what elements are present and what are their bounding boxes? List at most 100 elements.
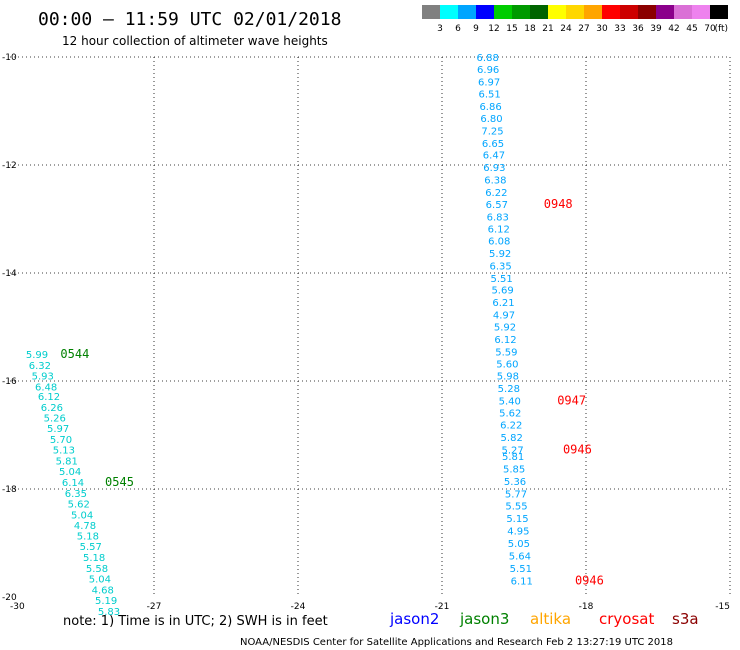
wave-height-point: 4.68 bbox=[92, 585, 114, 596]
wave-height-point: 5.83 bbox=[98, 607, 120, 618]
color-scale-label: 21 bbox=[542, 24, 553, 34]
wave-height-point: 6.83 bbox=[487, 212, 509, 223]
wave-height-point: 6.93 bbox=[483, 163, 505, 174]
color-swatch bbox=[530, 5, 548, 19]
wave-height-point: 5.28 bbox=[498, 384, 520, 395]
wave-height-point: 6.22 bbox=[485, 188, 507, 199]
color-scale-label: 18 bbox=[524, 24, 536, 34]
wave-height-point: 5.40 bbox=[499, 396, 521, 407]
wave-height-point: 5.04 bbox=[71, 510, 93, 521]
color-swatch bbox=[566, 5, 584, 19]
color-swatch bbox=[710, 5, 728, 19]
wave-height-point: 6.88 bbox=[477, 53, 499, 64]
wave-height-point: 6.26 bbox=[41, 403, 63, 414]
wave-height-values: 5.996.325.936.486.126.265.265.975.705.13… bbox=[26, 53, 533, 618]
wave-height-point: 5.55 bbox=[505, 502, 527, 513]
pass-time-label: 0545 bbox=[105, 475, 134, 489]
color-swatch bbox=[440, 5, 458, 19]
color-swatch bbox=[602, 5, 620, 19]
color-scale-label: 42 bbox=[668, 24, 679, 34]
wave-height-point: 6.12 bbox=[494, 335, 516, 346]
x-tick-label: -21 bbox=[435, 602, 450, 612]
wave-height-point: 6.14 bbox=[62, 478, 84, 489]
wave-height-point: 6.12 bbox=[488, 225, 510, 236]
pass-time-label: 0947 bbox=[557, 393, 586, 407]
wave-height-point: 6.11 bbox=[511, 576, 533, 587]
wave-height-point: 4.78 bbox=[74, 521, 96, 532]
y-tick-label: -10 bbox=[2, 53, 17, 63]
y-tick-label: -20 bbox=[2, 593, 17, 603]
x-tick-label: -24 bbox=[291, 602, 306, 612]
color-scale-legend: 3 6 9 12 15 18 21 24 27 30 33 36 39 42 45 70(ft) bbox=[422, 5, 728, 34]
wave-height-point: 6.32 bbox=[29, 361, 51, 372]
x-tick-label: -27 bbox=[147, 602, 162, 612]
plot-axes: -30 -27 -24 -21 -18 -15 -10 -12 -14 -16 -18 -20 bbox=[2, 53, 730, 612]
color-swatch bbox=[494, 5, 512, 19]
wave-height-point: 6.48 bbox=[35, 382, 57, 393]
wave-height-point: 5.93 bbox=[32, 372, 54, 383]
color-swatch bbox=[692, 5, 710, 19]
wave-height-point: 6.12 bbox=[38, 392, 60, 403]
y-tick-label: -14 bbox=[2, 269, 17, 279]
wave-height-point: 5.81 bbox=[56, 456, 78, 467]
wave-height-point: 5.26 bbox=[44, 414, 66, 425]
color-scale-label: 33 bbox=[614, 24, 625, 34]
wave-height-point: 6.35 bbox=[65, 489, 87, 500]
wave-height-point: 5.77 bbox=[505, 489, 527, 500]
color-scale-label: 24 bbox=[560, 24, 572, 34]
y-tick-label: -18 bbox=[2, 485, 17, 495]
wave-height-point: 5.51 bbox=[510, 564, 532, 575]
wave-height-point: 6.22 bbox=[500, 421, 522, 432]
wave-height-point: 5.81 bbox=[502, 452, 524, 463]
chart-subtitle: 12 hour collection of altimeter wave hei… bbox=[62, 34, 328, 48]
y-tick-label: -12 bbox=[2, 161, 17, 171]
wave-height-point: 5.97 bbox=[47, 424, 69, 435]
pass-time-labels: 0544 0545 0948 0947 0946 0946 bbox=[60, 197, 603, 587]
wave-height-point: 5.36 bbox=[504, 477, 526, 488]
color-scale-label: 70 bbox=[704, 24, 716, 34]
color-swatch bbox=[476, 5, 494, 19]
color-swatch bbox=[458, 5, 476, 19]
wave-height-point: 5.62 bbox=[68, 500, 90, 511]
color-swatch bbox=[620, 5, 638, 19]
wave-height-point: 6.38 bbox=[484, 176, 506, 187]
wave-height-point: 5.60 bbox=[496, 360, 518, 371]
pass-time-label: 0948 bbox=[544, 197, 573, 211]
wave-height-point: 5.92 bbox=[494, 322, 516, 333]
wave-height-point: 6.97 bbox=[478, 77, 500, 88]
wave-height-point: 5.62 bbox=[499, 408, 521, 419]
y-tick-label: -16 bbox=[2, 377, 17, 387]
color-scale-label: 12 bbox=[488, 24, 499, 34]
wave-height-point: 6.57 bbox=[486, 200, 508, 211]
chart-title: 00:00 – 11:59 UTC 02/01/2018 bbox=[38, 9, 341, 30]
x-tick-label: -15 bbox=[715, 602, 730, 612]
wave-height-point: 5.64 bbox=[509, 551, 531, 562]
wave-height-point: 6.21 bbox=[492, 298, 514, 309]
plot-grid bbox=[10, 56, 731, 597]
wave-height-point: 6.80 bbox=[480, 114, 502, 125]
color-scale-label: (ft) bbox=[714, 24, 728, 34]
color-swatch bbox=[584, 5, 602, 19]
wave-height-point: 5.51 bbox=[490, 274, 512, 285]
satellite-legend: jason2 jason3 altika cryosat s3a bbox=[389, 610, 699, 628]
color-scale-label: 6 bbox=[455, 24, 461, 34]
wave-height-point: 6.47 bbox=[483, 151, 505, 162]
color-swatch bbox=[674, 5, 692, 19]
x-tick-label: -18 bbox=[579, 602, 594, 612]
color-swatch bbox=[548, 5, 566, 19]
color-scale-label: 30 bbox=[596, 24, 608, 34]
satellite-legend-jason2: jason2 bbox=[389, 610, 439, 628]
wave-height-point: 4.97 bbox=[493, 311, 515, 322]
wave-height-point: 5.85 bbox=[503, 464, 525, 475]
satellite-legend-jason3: jason3 bbox=[459, 610, 509, 628]
wave-height-point: 5.57 bbox=[80, 542, 102, 553]
wave-height-point: 7.25 bbox=[481, 126, 503, 137]
pass-time-label: 0946 bbox=[575, 573, 604, 587]
wave-height-point: 5.05 bbox=[508, 539, 530, 550]
color-swatch bbox=[638, 5, 656, 19]
wave-height-point: 5.27 bbox=[502, 446, 524, 457]
color-swatch bbox=[422, 5, 440, 19]
wave-height-point: 4.95 bbox=[507, 527, 529, 538]
wave-height-point: 6.86 bbox=[479, 102, 501, 113]
